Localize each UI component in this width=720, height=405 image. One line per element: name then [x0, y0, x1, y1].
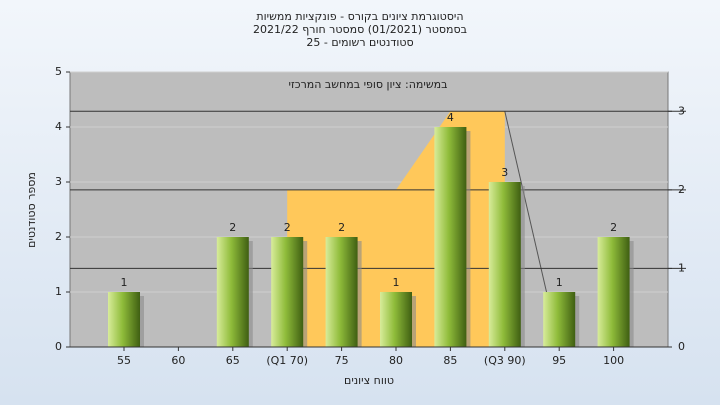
bar: [325, 237, 358, 347]
x-tick-label: 75: [335, 354, 349, 367]
value-label: 1: [393, 276, 400, 289]
value-label: 2: [610, 221, 617, 234]
title-line: סטודנטים רשומים - 25: [306, 36, 413, 49]
bar: [380, 292, 412, 347]
value-label: 3: [501, 166, 508, 179]
y-tick-label: 2: [55, 230, 62, 243]
x-tick-label: 95: [552, 354, 566, 367]
y2-tick-label: 1: [678, 261, 685, 274]
title-line: היסטוגרמת ציונים בקורס - פונקציות ממשיות: [256, 10, 463, 23]
x-tick-label: 65: [226, 354, 240, 367]
x-axis-label: טווח ציונים: [344, 374, 394, 387]
bar: [108, 292, 140, 347]
y-tick-label: 5: [55, 65, 62, 78]
x-tick-label: 55: [117, 354, 131, 367]
value-label: 2: [229, 221, 236, 234]
y-tick-label: 0: [55, 340, 62, 353]
y2-tick-label: 3: [678, 104, 685, 117]
y-tick-label: 4: [55, 120, 62, 133]
x-tick-label: (Q3 90): [484, 354, 526, 367]
bar: [271, 237, 304, 347]
bar: [543, 292, 576, 347]
bar: [488, 182, 521, 347]
y2-tick-label: 0: [678, 340, 685, 353]
value-label: 2: [284, 221, 291, 234]
x-tick-label: 60: [171, 354, 185, 367]
y-tick-label: 1: [55, 285, 62, 298]
x-tick-label: 100: [603, 354, 624, 367]
y-axis-label: מספר סטודנטים: [25, 172, 38, 248]
x-tick-label: 80: [389, 354, 403, 367]
y2-tick-label: 2: [678, 183, 685, 196]
bar: [434, 127, 467, 347]
bar: [216, 237, 249, 347]
y-tick-label: 3: [55, 175, 62, 188]
value-label: 1: [121, 276, 128, 289]
value-label: 1: [556, 276, 563, 289]
title-line: בסמסטר (01/2021) סמסטר חורף 2021/22: [253, 23, 467, 36]
bar: [597, 237, 630, 347]
x-tick-label: (Q1 70): [266, 354, 308, 367]
x-tick-label: 85: [443, 354, 457, 367]
value-label: 4: [447, 111, 454, 124]
value-label: 2: [338, 221, 345, 234]
subtitle: במשימה: ציון סופי במחשב המרכזי: [288, 78, 447, 91]
